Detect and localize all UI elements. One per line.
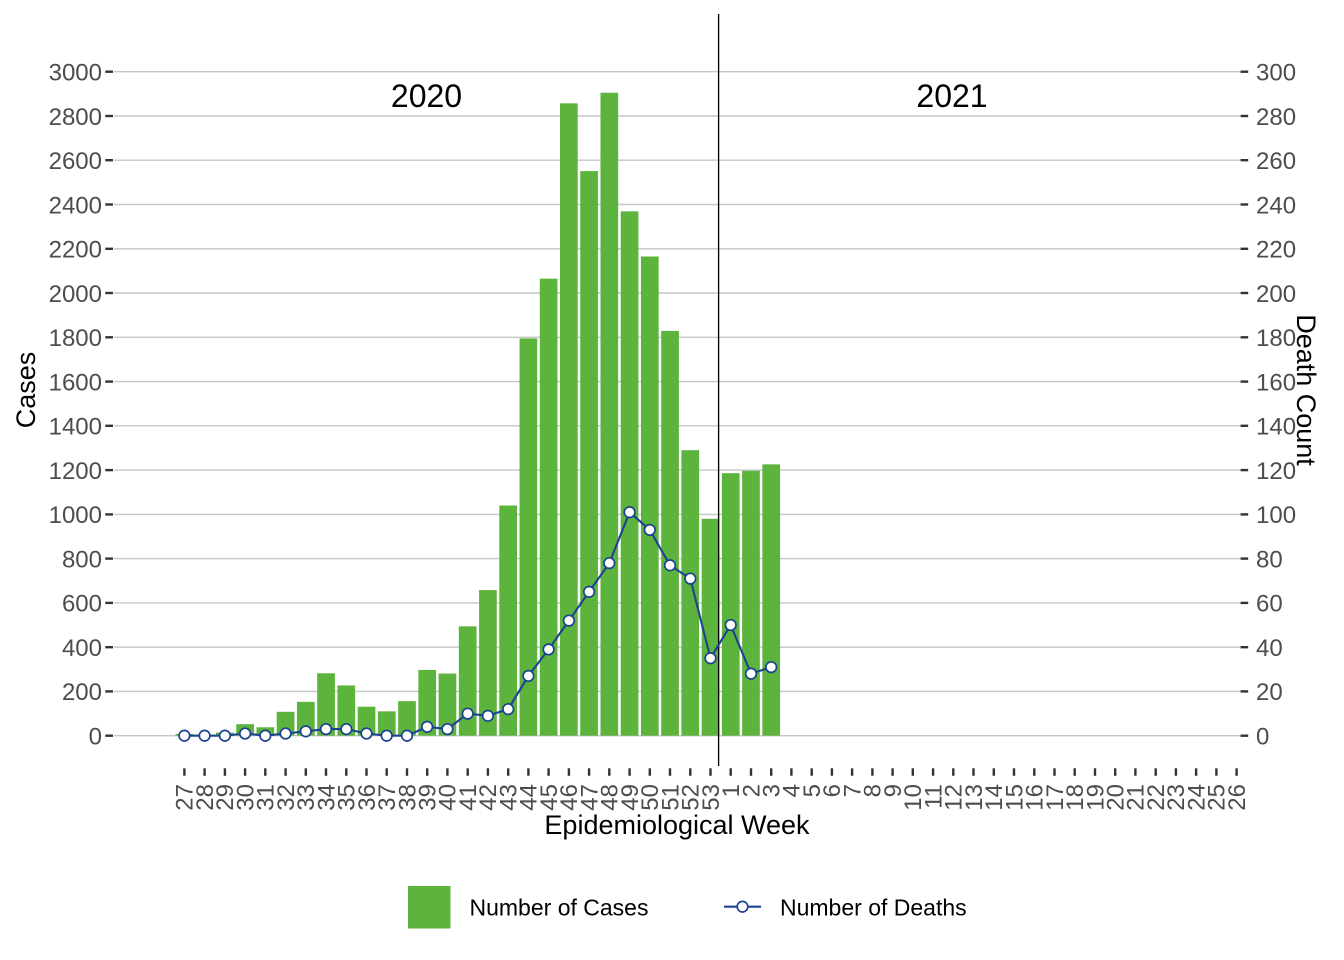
svg-text:1400: 1400: [49, 414, 102, 441]
svg-text:800: 800: [62, 546, 102, 573]
svg-text:300: 300: [1256, 60, 1296, 87]
svg-text:160: 160: [1256, 369, 1296, 396]
svg-text:49: 49: [617, 784, 644, 811]
svg-text:Number of Cases: Number of Cases: [470, 895, 649, 921]
svg-text:1000: 1000: [49, 502, 102, 529]
svg-text:2800: 2800: [49, 104, 102, 131]
svg-text:18: 18: [1062, 784, 1089, 811]
svg-text:60: 60: [1256, 591, 1283, 618]
svg-text:Number of Deaths: Number of Deaths: [780, 895, 967, 921]
svg-text:17: 17: [1042, 784, 1069, 811]
svg-text:33: 33: [293, 784, 320, 811]
svg-text:53: 53: [698, 784, 725, 811]
svg-text:52: 52: [678, 784, 705, 811]
svg-text:30: 30: [232, 784, 259, 811]
svg-text:20: 20: [1256, 679, 1283, 706]
svg-text:1: 1: [718, 784, 745, 797]
svg-text:11: 11: [920, 784, 947, 809]
svg-text:50: 50: [637, 784, 664, 811]
svg-text:31: 31: [253, 784, 280, 811]
svg-text:1600: 1600: [49, 369, 102, 396]
svg-text:260: 260: [1256, 148, 1296, 175]
svg-text:9: 9: [880, 784, 907, 797]
svg-text:2020: 2020: [391, 78, 462, 114]
svg-text:40: 40: [1256, 635, 1283, 662]
svg-text:1200: 1200: [49, 458, 102, 485]
svg-text:13: 13: [961, 784, 988, 811]
svg-text:2021: 2021: [916, 78, 987, 114]
svg-text:2600: 2600: [49, 148, 102, 175]
svg-text:8: 8: [860, 784, 887, 797]
svg-text:20: 20: [1103, 784, 1130, 811]
svg-text:27: 27: [172, 784, 199, 811]
svg-text:6: 6: [819, 784, 846, 797]
svg-text:1800: 1800: [49, 325, 102, 352]
svg-text:Death Count: Death Count: [1291, 314, 1321, 466]
svg-text:35: 35: [334, 784, 361, 811]
svg-text:28: 28: [192, 784, 219, 811]
svg-text:19: 19: [1082, 784, 1109, 811]
svg-text:100: 100: [1256, 502, 1296, 529]
svg-text:16: 16: [1022, 784, 1049, 811]
svg-text:10: 10: [900, 784, 927, 811]
svg-text:36: 36: [354, 784, 381, 811]
svg-text:400: 400: [62, 635, 102, 662]
svg-text:38: 38: [394, 784, 421, 811]
svg-text:2: 2: [738, 784, 765, 797]
svg-text:22: 22: [1143, 784, 1170, 811]
svg-text:2400: 2400: [49, 192, 102, 219]
svg-text:Cases: Cases: [11, 352, 41, 429]
svg-text:240: 240: [1256, 192, 1296, 219]
svg-text:21: 21: [1123, 784, 1150, 811]
svg-text:41: 41: [455, 784, 482, 811]
svg-text:Epidemiological Week: Epidemiological Week: [544, 810, 810, 840]
svg-text:29: 29: [212, 784, 239, 811]
svg-text:40: 40: [435, 784, 462, 811]
svg-text:32: 32: [273, 784, 300, 811]
svg-text:2200: 2200: [49, 237, 102, 264]
svg-text:2000: 2000: [49, 281, 102, 308]
svg-text:23: 23: [1163, 784, 1190, 811]
svg-text:600: 600: [62, 591, 102, 618]
svg-text:48: 48: [597, 784, 624, 811]
svg-text:24: 24: [1183, 784, 1210, 811]
svg-text:46: 46: [556, 784, 583, 811]
svg-text:34: 34: [313, 784, 340, 811]
svg-text:80: 80: [1256, 546, 1283, 573]
svg-text:0: 0: [1256, 724, 1269, 751]
svg-text:120: 120: [1256, 458, 1296, 485]
svg-text:280: 280: [1256, 104, 1296, 131]
svg-text:3: 3: [759, 784, 786, 797]
svg-text:200: 200: [1256, 281, 1296, 308]
svg-text:43: 43: [496, 784, 523, 811]
svg-text:44: 44: [516, 784, 543, 811]
svg-text:14: 14: [981, 784, 1008, 811]
svg-text:220: 220: [1256, 237, 1296, 264]
svg-text:4: 4: [779, 784, 806, 797]
svg-text:47: 47: [576, 784, 603, 811]
svg-text:26: 26: [1224, 784, 1251, 811]
svg-text:200: 200: [62, 679, 102, 706]
svg-text:0: 0: [89, 724, 102, 751]
svg-text:180: 180: [1256, 325, 1296, 352]
svg-text:25: 25: [1204, 784, 1231, 811]
svg-text:5: 5: [799, 784, 826, 797]
svg-text:7: 7: [839, 784, 866, 797]
svg-text:42: 42: [475, 784, 502, 811]
svg-text:140: 140: [1256, 414, 1296, 441]
svg-text:39: 39: [415, 784, 442, 811]
svg-text:45: 45: [536, 784, 563, 811]
svg-text:15: 15: [1001, 784, 1028, 811]
svg-text:37: 37: [374, 784, 401, 811]
svg-text:51: 51: [657, 784, 684, 811]
svg-text:3000: 3000: [49, 60, 102, 87]
svg-text:12: 12: [941, 784, 968, 811]
